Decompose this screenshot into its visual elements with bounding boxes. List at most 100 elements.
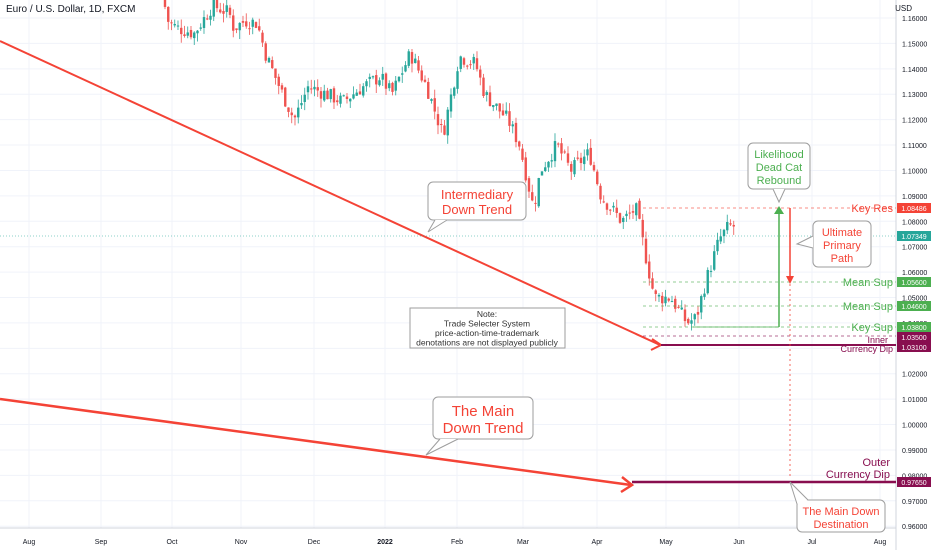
x-tick-label: Apr <box>592 539 604 546</box>
price-badge-label: 0.97650 <box>901 480 926 487</box>
candle-body <box>196 30 199 34</box>
primary-path-arrowhead <box>786 276 794 284</box>
price-badge-label: 1.03500 <box>901 335 926 342</box>
note-text: denotations are not displayed publicly <box>416 338 559 348</box>
candle-body <box>622 217 625 223</box>
candle-body <box>349 98 352 102</box>
candle-body <box>492 105 495 108</box>
candle-body <box>339 95 342 104</box>
candle-body <box>537 178 540 207</box>
y-tick-label: 0.96000 <box>902 524 927 531</box>
candle-body <box>570 164 573 172</box>
candle-body <box>612 205 615 208</box>
candle-body <box>414 58 417 64</box>
candle-body <box>453 87 456 96</box>
price-badge <box>897 332 931 342</box>
candle-body <box>729 223 732 225</box>
candle-body <box>501 110 505 116</box>
callout-ultimate-text: Primary <box>823 240 861 252</box>
level-label: Key Sup <box>851 322 893 334</box>
candle-body <box>531 192 534 201</box>
candle-body <box>417 60 420 71</box>
candle-body <box>644 238 648 264</box>
x-tick-label: May <box>659 539 673 546</box>
candle-body <box>687 318 690 324</box>
symbol-title: Euro / U.S. Dollar, 1D, FXCM <box>6 4 136 15</box>
candle-body <box>657 294 661 297</box>
candle-body <box>384 73 388 89</box>
candle-body <box>404 65 407 72</box>
candle-body <box>609 209 612 211</box>
y-tick-label: 1.09000 <box>902 194 927 201</box>
candle-body <box>209 15 212 20</box>
y-tick-label: 1.05000 <box>902 296 927 303</box>
candle-body <box>391 82 394 92</box>
candle-body <box>167 6 170 22</box>
candle-body <box>436 114 440 126</box>
candle-body <box>557 143 560 145</box>
price-badge-label: 1.05600 <box>901 280 926 287</box>
candle-body <box>365 81 368 87</box>
price-badge-label: 1.04600 <box>901 304 926 311</box>
currency-unit: USD <box>895 4 912 13</box>
callout-main-trend-text: Down Trend <box>443 420 524 437</box>
candle-body <box>173 23 176 26</box>
candle-body <box>433 98 436 112</box>
candle-body <box>596 171 599 185</box>
candle-body <box>251 19 254 27</box>
callout-intermediary-box <box>427 181 527 221</box>
candle-body <box>326 90 329 100</box>
candle-body <box>277 76 280 86</box>
y-tick-label: 1.13000 <box>902 92 927 99</box>
candle-body <box>280 85 284 90</box>
candle-body <box>248 28 251 30</box>
callout-destination-tail <box>789 481 809 505</box>
y-tick-label: 0.99000 <box>902 448 927 455</box>
candle-body <box>225 5 228 12</box>
candle-body <box>527 178 531 192</box>
candle-body <box>713 251 716 270</box>
candle-body <box>316 87 319 91</box>
candle-body <box>706 269 709 294</box>
y-tick-label: 1.07000 <box>902 245 927 252</box>
candle-body <box>726 222 729 231</box>
candle-body <box>469 64 472 66</box>
y-tick-label: 1.00000 <box>902 423 927 430</box>
y-tick-label: 1.15000 <box>902 41 927 48</box>
candle-body <box>579 157 583 164</box>
candle-body <box>482 77 485 97</box>
candle-body <box>284 87 287 107</box>
candle-body <box>690 320 693 324</box>
y-tick-label: 1.02000 <box>902 372 927 379</box>
y-tick-label: 1.11000 <box>902 143 927 150</box>
y-tick-label: 1.10000 <box>902 168 927 175</box>
level-label: Inner <box>867 335 888 345</box>
candle-body <box>290 112 293 116</box>
callout-likelihood-text: Dead Cat <box>756 162 802 174</box>
candle-body <box>661 295 664 304</box>
candle-body <box>550 160 553 162</box>
candle-body <box>479 69 482 78</box>
candle-body <box>514 122 518 143</box>
candle-body <box>674 298 677 309</box>
price-badge <box>897 342 931 352</box>
level-label: Mean Sup <box>843 277 893 289</box>
candle-body <box>683 309 687 322</box>
candle-body <box>215 0 219 9</box>
candle-body <box>238 22 241 31</box>
candle-body <box>573 160 576 175</box>
callout-ultimate-text: Ultimate <box>822 227 862 239</box>
candle-body <box>397 76 401 82</box>
x-tick-label: Feb <box>451 539 463 546</box>
candle-body <box>566 153 570 163</box>
price-badge-label: 1.07349 <box>901 234 926 241</box>
candle-body <box>703 293 706 297</box>
callout-ultimate-text: Path <box>831 253 854 265</box>
candle-body <box>641 219 644 238</box>
candle-body <box>274 68 277 78</box>
price-badge <box>897 322 931 332</box>
candle-body <box>576 157 579 159</box>
